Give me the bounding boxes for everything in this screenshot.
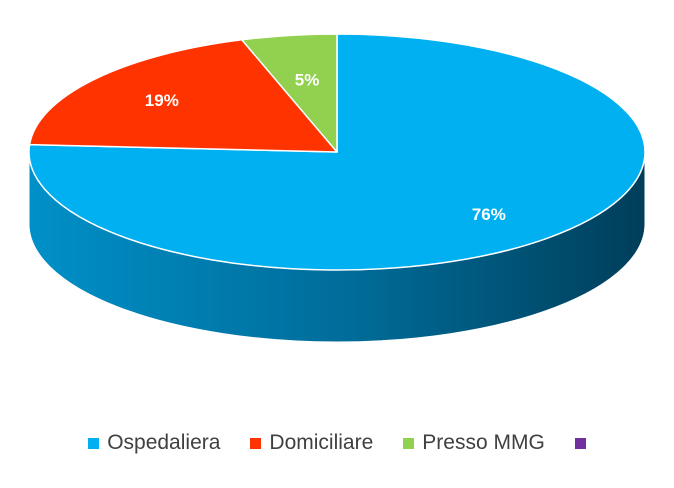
legend-swatch <box>403 437 415 449</box>
data-label-domiciliare: 19% <box>145 91 179 110</box>
data-label-presso-mmg: 5% <box>295 71 320 90</box>
legend-item: Domiciliare <box>250 431 373 455</box>
legend-swatch <box>88 437 100 449</box>
chart-legend: Ospedaliera Domiciliare Presso MMG <box>0 428 674 458</box>
pie-slice-presso-mmg <box>241 33 338 153</box>
legend-swatch <box>574 437 586 449</box>
legend-label: Presso MMG <box>422 431 545 454</box>
legend-item: Ospedaliera <box>88 431 220 455</box>
legend-swatch <box>250 437 262 449</box>
legend-label: Ospedaliera <box>107 431 221 454</box>
pie-chart-svg: 76% 19% 5% <box>28 33 646 343</box>
data-label-ospedaliera: 76% <box>472 205 506 224</box>
pie-slice-domiciliare <box>28 39 338 153</box>
legend-item: Presso MMG <box>403 431 545 455</box>
legend-item <box>574 437 586 449</box>
legend-label: Domiciliare <box>269 431 374 454</box>
